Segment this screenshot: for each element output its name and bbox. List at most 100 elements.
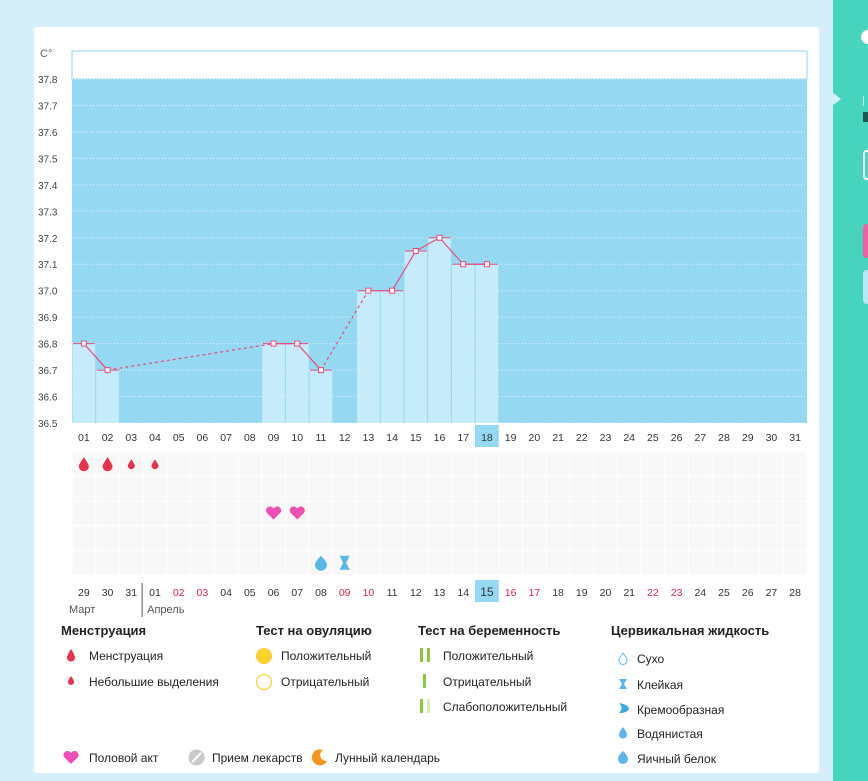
tracking-cell — [72, 526, 96, 550]
tracking-cell — [191, 526, 214, 550]
tracking-cell — [72, 550, 96, 575]
tracking-cell — [167, 550, 191, 575]
tracking-cell — [191, 452, 214, 477]
tracking-cell — [357, 501, 380, 526]
tracking-cell — [665, 452, 688, 477]
tracking-cell — [380, 526, 404, 550]
legend-menstruation-title: Менструация — [61, 623, 147, 638]
temperature-bar — [72, 343, 96, 423]
tracking-cell — [96, 501, 119, 526]
panel-pink-button[interactable] — [863, 224, 868, 258]
intercourse-heart-mark — [266, 506, 282, 520]
tracking-cell — [238, 550, 262, 575]
tracking-cell — [475, 477, 499, 501]
temperature-point — [317, 367, 324, 374]
calendar-date-label: 02 — [173, 587, 185, 599]
y-tick-label: 37.7 — [38, 101, 58, 112]
tracking-cell — [688, 501, 712, 526]
tracking-cell — [475, 526, 499, 550]
legend-cervical-dry: Сухо — [637, 652, 665, 666]
calendar-date-label: 24 — [694, 587, 706, 599]
sticky-icon — [619, 679, 627, 689]
tracking-cell — [167, 452, 191, 477]
watery-drop-icon — [619, 727, 627, 739]
tracking-cell — [522, 526, 546, 550]
tracking-cell — [783, 550, 807, 575]
legend-pregnancy-title: Тест на беременность — [418, 623, 561, 638]
cycle-day-label: 26 — [671, 432, 683, 444]
tracking-cell — [475, 452, 499, 477]
legend-lunar-calendar: Лунный календарь — [335, 751, 441, 765]
tracking-cell — [594, 501, 617, 526]
tracking-cell — [617, 501, 641, 526]
calendar-date-label: 12 — [410, 587, 422, 599]
tracking-cell — [380, 477, 404, 501]
calendar-date-label: 28 — [789, 587, 801, 599]
menstruation-drop-mark — [151, 459, 159, 470]
tracking-cell — [522, 477, 546, 501]
legend-cervical-sticky: Клейкая — [637, 678, 684, 692]
temperature-point — [483, 261, 490, 268]
cycle-day-label: 18 — [481, 432, 493, 444]
cycle-day-label: 17 — [457, 432, 469, 444]
legend-ovulation-negative: Отрицательный — [281, 675, 370, 689]
tracking-cell — [380, 550, 404, 575]
cycle-day-label: 23 — [600, 432, 612, 444]
temperature-bar — [451, 264, 475, 423]
tracking-cell — [499, 477, 522, 501]
panel-blue-button[interactable] — [863, 270, 868, 304]
panel-button[interactable] — [863, 150, 868, 180]
tracking-cell — [191, 550, 214, 575]
tracking-cell — [665, 477, 688, 501]
tracking-cell — [119, 501, 143, 526]
y-tick-label: 37.6 — [38, 128, 58, 139]
tracking-cell — [404, 452, 428, 477]
tracking-cell — [191, 477, 214, 501]
tracking-cell — [333, 501, 357, 526]
tracking-cell — [357, 452, 380, 477]
legend-ovulation-positive: Положительный — [281, 649, 372, 663]
single-line-icon — [423, 674, 426, 688]
menstruation-drop-mark — [102, 457, 113, 472]
legend-menstruation-item: Менструация — [89, 649, 164, 663]
legend-pregnancy-negative: Отрицательный — [443, 675, 532, 689]
cycle-day-label: 24 — [623, 432, 635, 444]
tracking-cell — [309, 477, 333, 501]
calendar-date-label: 04 — [220, 587, 232, 599]
tracking-cell — [736, 550, 760, 575]
tracking-cell — [428, 477, 451, 501]
tracking-cell — [428, 526, 451, 550]
cycle-day-label: 29 — [742, 432, 754, 444]
chart-header-band — [71, 50, 808, 80]
month-label: Апрель — [147, 604, 185, 616]
y-tick-label: 36.6 — [38, 393, 58, 404]
cycle-day-label: 27 — [694, 432, 706, 444]
y-tick-label: 37.0 — [38, 287, 58, 298]
tracking-cell — [783, 501, 807, 526]
tracking-cell — [594, 452, 617, 477]
calendar-date-label: 21 — [623, 587, 635, 599]
tracking-cell — [736, 526, 760, 550]
tracking-cell — [428, 550, 451, 575]
cycle-day-label: 11 — [315, 432, 326, 444]
tracking-cell — [736, 501, 760, 526]
temperature-point — [80, 340, 87, 347]
calendar-date-label: 26 — [742, 587, 754, 599]
calendar-date-label: 27 — [766, 587, 778, 599]
temperature-line-dashed — [107, 343, 274, 371]
cycle-day-label: 21 — [552, 432, 564, 444]
temperature-bar — [475, 264, 499, 423]
menstruation-drop-mark — [78, 457, 89, 472]
chart-card: C° 37.8 37.7 37.6 37.5 37.4 37.3 37.2 37.1 37.0 36… — [34, 27, 819, 773]
tracking-cell — [309, 452, 333, 477]
tracking-cell — [736, 477, 760, 501]
tracking-cell — [167, 526, 191, 550]
tracking-cell — [214, 477, 238, 501]
calendar-date-label: 08 — [315, 587, 327, 599]
legend-pregnancy-positive: Положительный — [443, 649, 534, 663]
temperature-line — [391, 250, 417, 292]
tracking-cell — [96, 526, 119, 550]
tracking-cell — [760, 477, 783, 501]
tracking-cell — [570, 550, 594, 575]
y-tick-label: 37.1 — [38, 260, 58, 271]
